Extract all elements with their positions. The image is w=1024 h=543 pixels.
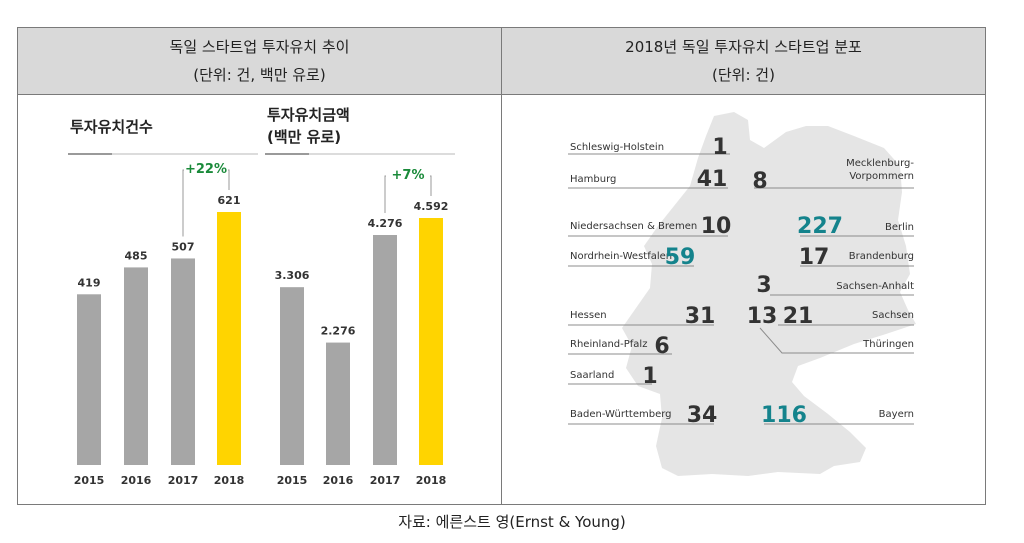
- data-label: 507: [172, 240, 195, 253]
- growth-label: +7%: [392, 168, 425, 183]
- state-value-hamburg: 41: [697, 167, 728, 192]
- chart-title: 투자유치건수: [70, 118, 153, 136]
- bar-2018: [419, 218, 443, 465]
- state-value-rheinland-pfalz: 6: [654, 334, 669, 359]
- state-name-saarland: Saarland: [570, 370, 614, 381]
- state-name-mecklenburg-vorpommern: Mecklenburg-Vorpommern: [846, 158, 914, 182]
- left-panel-header: 독일 스타트업 투자유치 추이 (단위: 건, 백만 유로): [18, 28, 501, 95]
- state-value-hessen: 31: [685, 304, 716, 329]
- state-value-baden-württemberg: 34: [687, 403, 718, 428]
- bar-2015: [77, 294, 101, 465]
- x-tick-label: 2015: [277, 474, 308, 487]
- state-value-saarland: 1: [642, 364, 657, 389]
- growth-label: +22%: [185, 162, 227, 177]
- bar-2015: [280, 287, 304, 465]
- data-label: 3.306: [275, 269, 310, 282]
- chart-title: 투자유치금액: [267, 106, 350, 124]
- germany-map: Schleswig-Holstein 1 Hamburg 41 Mecklenburg-…: [568, 112, 916, 476]
- bar-charts: 투자유치건수 419 2015 485 2016 507 2017 621 2018 +22% 투…: [68, 106, 455, 487]
- data-label: 4.276: [368, 217, 403, 230]
- data-label: 485: [125, 249, 148, 262]
- bar-2018: [217, 212, 241, 465]
- bar-2017: [373, 234, 397, 465]
- state-name-sachsen: Sachsen: [872, 310, 914, 321]
- state-name-niedersachsen-bremen: Niedersachsen & Bremen: [570, 221, 697, 232]
- state-name-hamburg: Hamburg: [570, 174, 616, 185]
- state-value-nordrhein-westfalen: 59: [665, 245, 696, 270]
- state-value-sachsen: 21: [783, 304, 814, 329]
- left-panel-unit: (단위: 건, 백만 유로): [193, 66, 326, 84]
- right-panel-unit: (단위: 건): [712, 66, 775, 84]
- right-panel-header: 2018년 독일 투자유치 스타트업 분포 (단위: 건): [502, 28, 985, 95]
- data-label: 621: [218, 194, 241, 207]
- state-value-berlin: 227: [797, 214, 843, 239]
- x-tick-label: 2017: [370, 474, 401, 487]
- x-tick-label: 2017: [168, 474, 199, 487]
- state-name-sachsen-anhalt: Sachsen-Anhalt: [836, 281, 914, 292]
- left-panel-title: 독일 스타트업 투자유치 추이: [169, 38, 350, 56]
- map-labels: Schleswig-Holstein 1 Hamburg 41 Mecklenburg-…: [568, 135, 914, 428]
- state-name-thüringen: Thüringen: [862, 339, 914, 350]
- state-value-sachsen-anhalt: 3: [756, 273, 771, 298]
- state-name-brandenburg: Brandenburg: [849, 251, 914, 262]
- data-label: 2.276: [321, 325, 356, 338]
- panel-divider: [501, 27, 502, 505]
- bar-2016: [326, 342, 350, 465]
- growth-label-bg: [386, 166, 430, 182]
- state-value-bayern: 116: [761, 403, 807, 428]
- state-name-bayern: Bayern: [879, 409, 914, 420]
- x-tick-label: 2016: [121, 474, 152, 487]
- data-label: 4.592: [414, 200, 449, 213]
- state-value-niedersachsen-bremen: 10: [701, 214, 732, 239]
- count-chart: 투자유치건수 419 2015 485 2016 507 2017 621 2018 +22%: [68, 118, 258, 487]
- state-value-mecklenburg-vorpommern: 8: [752, 169, 767, 194]
- state-name-baden-württemberg: Baden-Württemberg: [570, 409, 672, 420]
- amount-chart: 투자유치금액 (백만 유로) 3.306 2015 2.276 2016 4.276 2017…: [265, 106, 455, 487]
- x-tick-label: 2015: [74, 474, 105, 487]
- state-name-hessen: Hessen: [570, 310, 607, 321]
- x-tick-label: 2018: [416, 474, 447, 487]
- state-name-nordrhein-westfalen: Nordrhein-Westfalen: [570, 251, 672, 262]
- bar-2016: [124, 267, 148, 465]
- chart-subtitle: (백만 유로): [267, 128, 341, 146]
- state-name-berlin: Berlin: [885, 222, 914, 233]
- state-value-thüringen: 13: [747, 304, 778, 329]
- right-panel-title: 2018년 독일 투자유치 스타트업 분포: [625, 38, 862, 56]
- state-name-schleswig-holstein: Schleswig-Holstein: [570, 142, 664, 153]
- x-tick-label: 2016: [323, 474, 354, 487]
- data-label: 419: [78, 276, 101, 289]
- source-note: 자료: 에른스트 영(Ernst & Young): [398, 513, 626, 531]
- growth-label-bg: [184, 160, 228, 176]
- state-value-schleswig-holstein: 1: [712, 135, 727, 160]
- germany-silhouette: [622, 112, 916, 476]
- x-tick-label: 2018: [214, 474, 245, 487]
- state-value-brandenburg: 17: [799, 245, 830, 270]
- bar-2017: [171, 258, 195, 465]
- state-name-rheinland-pfalz: Rheinland-Pfalz: [570, 339, 647, 350]
- leader-line: [759, 327, 914, 354]
